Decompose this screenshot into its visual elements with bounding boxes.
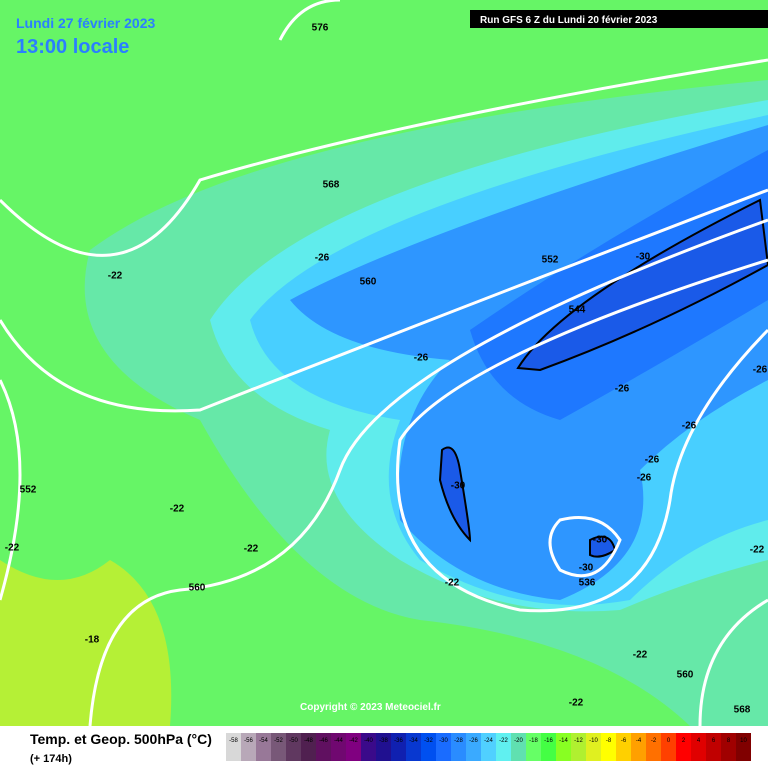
contour-label: -26 [615, 384, 630, 395]
contour-label: -22 [750, 545, 765, 556]
contour-label: -22 [445, 578, 460, 589]
copyright: Copyright © 2023 Meteociel.fr [300, 702, 441, 713]
contour-label: -22 [633, 650, 648, 661]
swatch-label: 10 [740, 738, 747, 744]
swatch-label: -20 [514, 738, 523, 744]
contour-label: -22 [5, 543, 20, 554]
swatch-label: -50 [289, 738, 298, 744]
contour-label: 536 [579, 578, 596, 589]
color-scale: -58-56-54-52-50-48-46-44-42-40-38-36-34-… [226, 733, 751, 761]
time: 13:00 locale [16, 36, 129, 58]
contour-label: -22 [170, 504, 185, 515]
swatch-label: -36 [394, 738, 403, 744]
swatch-label: -2 [651, 738, 657, 744]
swatch-label: -52 [274, 738, 283, 744]
swatch-label: -54 [259, 738, 268, 744]
swatch-label: -32 [424, 738, 433, 744]
swatch-label: -18 [529, 738, 538, 744]
contour-label: -26 [645, 455, 660, 466]
swatch-label: -56 [244, 738, 253, 744]
contour-label: -30 [579, 563, 594, 574]
swatch-label: -16 [544, 738, 553, 744]
contour-label: -26 [414, 353, 429, 364]
contour-label: 552 [20, 485, 37, 496]
swatch-label: -58 [229, 738, 238, 744]
swatch-label: -4 [636, 738, 642, 744]
swatch-label: -24 [484, 738, 493, 744]
swatch-label: -12 [574, 738, 583, 744]
swatch-label: -6 [621, 738, 627, 744]
swatch-label: -42 [349, 738, 358, 744]
contour-label: 568 [734, 705, 751, 716]
contour-label: -26 [753, 365, 768, 376]
contour-label: -22 [108, 271, 123, 282]
swatch-label: -46 [319, 738, 328, 744]
contour-label: -26 [637, 473, 652, 484]
contour-label: -22 [244, 544, 259, 555]
contour-label: 544 [569, 305, 586, 316]
contour-label: -26 [682, 421, 697, 432]
contour-label: -26 [315, 253, 330, 264]
swatch-label: -34 [409, 738, 418, 744]
contour-label: 560 [677, 670, 694, 681]
swatch-label: -22 [499, 738, 508, 744]
contour-label: -30 [636, 252, 651, 263]
contour-label: 552 [542, 255, 559, 266]
contour-label: -30 [451, 481, 466, 492]
swatch-label: -8 [606, 738, 612, 744]
swatch-label: -48 [304, 738, 313, 744]
contour-label: -30 [593, 535, 608, 546]
contour-label: 576 [312, 23, 329, 34]
swatch-label: -26 [469, 738, 478, 744]
swatch-label: -38 [379, 738, 388, 744]
contour-label: 560 [360, 277, 377, 288]
contour-label: -22 [569, 698, 584, 709]
footer-lead: (+ 174h) [30, 753, 72, 765]
contour-label: 560 [189, 583, 206, 594]
swatch-label: -30 [439, 738, 448, 744]
contour-label: 568 [323, 180, 340, 191]
swatch-label: -14 [559, 738, 568, 744]
swatch-label: -44 [334, 738, 343, 744]
footer-title: Temp. et Geop. 500hPa (°C) [30, 731, 212, 747]
swatch-label: -10 [589, 738, 598, 744]
contour-label: -18 [85, 635, 100, 646]
date: Lundi 27 février 2023 [16, 15, 156, 31]
run: Run GFS 6 Z du Lundi 20 février 2023 [480, 15, 658, 26]
swatch-label: -28 [454, 738, 463, 744]
swatch-label: -40 [364, 738, 373, 744]
